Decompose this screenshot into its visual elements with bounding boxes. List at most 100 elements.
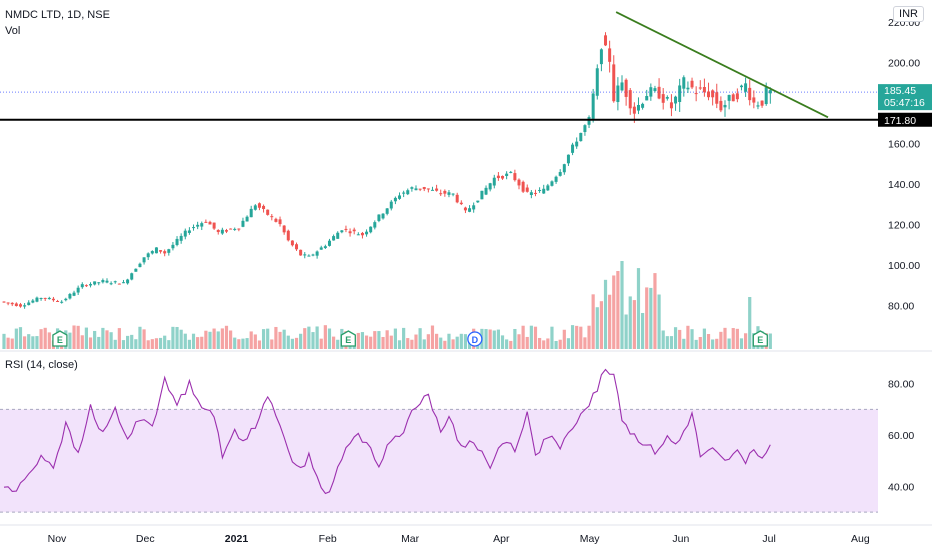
volume-bar: [336, 339, 340, 349]
volume-bar: [529, 325, 533, 349]
volume-bar: [422, 339, 426, 349]
candle-body: [117, 283, 121, 285]
volume-bar: [117, 328, 121, 349]
candle-body: [711, 90, 715, 98]
candle-body: [233, 228, 237, 230]
candle-body: [200, 223, 204, 227]
volume-bar: [435, 333, 439, 349]
volume-bar: [68, 332, 72, 349]
volume-bar: [31, 336, 35, 349]
time-tick-label: Feb: [319, 533, 337, 545]
volume-bar: [171, 326, 175, 349]
volume-bar: [88, 337, 93, 349]
candle-body: [84, 285, 88, 287]
volume-bar: [525, 336, 529, 349]
candle-body: [702, 86, 706, 93]
volume-bar: [2, 333, 6, 349]
candle-body: [459, 202, 463, 205]
candle-body: [628, 90, 632, 109]
earnings-marker[interactable]: E: [52, 330, 68, 347]
candle-body: [150, 251, 154, 254]
candle-body: [340, 230, 344, 233]
candle-body: [262, 205, 266, 210]
candle-body: [744, 83, 748, 92]
candle-body: [163, 251, 167, 254]
volume-bar: [200, 336, 204, 349]
earnings-marker[interactable]: E: [752, 330, 768, 347]
candle-body: [290, 240, 294, 246]
volume-bar: [266, 328, 270, 349]
candle-body: [121, 282, 125, 284]
candle-body: [488, 183, 492, 190]
candle-body: [183, 230, 187, 237]
candle-body: [126, 279, 130, 284]
volume-bar: [10, 338, 14, 349]
candles: [2, 32, 772, 309]
candle-body: [476, 200, 480, 203]
time-tick-label: 2021: [225, 533, 249, 545]
candle-body: [562, 164, 566, 173]
volume-bar: [546, 338, 550, 349]
volume-bar: [142, 329, 146, 349]
rsi-label: RSI (14, close): [5, 359, 78, 371]
volume-bar: [690, 329, 694, 349]
candle-body: [653, 88, 657, 91]
candle-body: [579, 132, 583, 142]
candle-body: [649, 87, 653, 97]
candle-body: [142, 257, 146, 263]
volume-bar: [47, 332, 51, 349]
candle-body: [216, 230, 220, 233]
candle-body: [435, 188, 439, 191]
candle-body: [682, 77, 686, 89]
volume-bar: [533, 326, 538, 349]
candle-body: [196, 224, 200, 227]
candle-body: [14, 303, 18, 307]
volume-bar: [381, 336, 385, 349]
volume-bar: [715, 338, 719, 349]
volume-bar: [27, 334, 31, 349]
candle-body: [468, 208, 472, 212]
volume-bar: [410, 339, 414, 349]
volume-bar: [229, 330, 233, 349]
candle-body: [575, 141, 579, 147]
candle-body: [319, 247, 323, 250]
candle-body: [620, 82, 624, 91]
candle-body: [591, 93, 595, 119]
candle-body: [645, 95, 649, 101]
currency-button[interactable]: INR: [893, 6, 924, 22]
dividend-marker[interactable]: D: [467, 331, 483, 347]
volume-bar: [113, 339, 117, 349]
candle-body: [373, 222, 377, 228]
volume-bar: [109, 332, 113, 349]
candle-body: [23, 305, 27, 307]
candle-body: [542, 188, 546, 194]
support-price-tag: 171.80: [878, 112, 932, 127]
support-price-value: 171.80: [884, 115, 916, 127]
time-tick-label: May: [580, 533, 601, 545]
time-tick-label: Dec: [136, 533, 155, 545]
volume-bar: [158, 337, 163, 349]
volume-bar: [18, 327, 23, 349]
volume-bar: [196, 337, 200, 349]
candle-body: [707, 91, 711, 98]
event-badge: [752, 330, 768, 347]
trendline[interactable]: [615, 11, 829, 119]
volume-bar: [220, 328, 224, 349]
volume-bar: [439, 337, 443, 349]
volume-bar: [492, 330, 496, 349]
volume-bar: [554, 340, 558, 349]
volume-bar: [645, 287, 649, 349]
earnings-marker[interactable]: E: [340, 330, 356, 347]
volume-bar: [599, 301, 603, 349]
candle-body: [307, 255, 311, 257]
volume-bar: [632, 300, 636, 349]
volume-bar: [191, 333, 196, 349]
volume-bar: [282, 329, 286, 349]
candle-body: [134, 268, 138, 272]
volume-bar: [179, 329, 183, 349]
candle-body: [282, 225, 286, 233]
candle-body: [752, 97, 756, 103]
volume-bar: [311, 332, 315, 349]
